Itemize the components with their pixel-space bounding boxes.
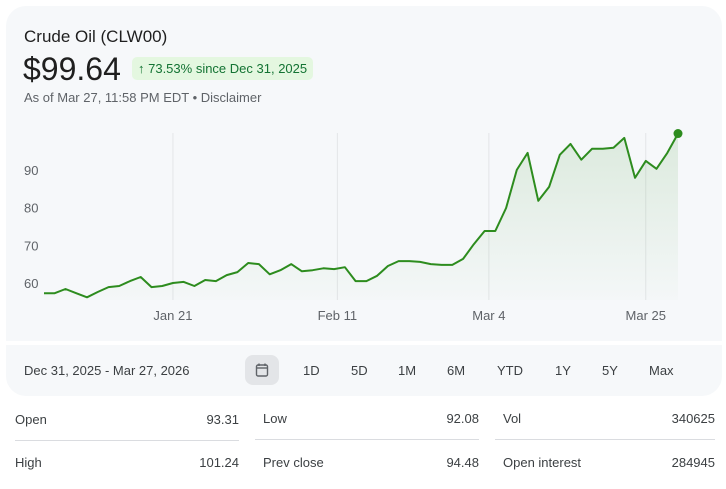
period-1m[interactable]: 1M [398, 363, 417, 378]
stat-open: Open 93.31 [15, 398, 239, 441]
x-tick-label: Feb 11 [318, 308, 358, 323]
price-area [44, 133, 678, 300]
stat-prev-close: Prev close 94.48 [255, 441, 479, 483]
period-1y[interactable]: 1Y [555, 363, 571, 378]
stat-value: 93.31 [206, 411, 239, 427]
x-tick-label: Jan 21 [153, 308, 192, 323]
period-ytd[interactable]: YTD [497, 363, 523, 378]
stat-low: Low 92.08 [255, 398, 479, 440]
period-5y[interactable]: 5Y [602, 363, 618, 378]
y-tick-label: 80 [24, 201, 38, 216]
period-5d[interactable]: 5D [351, 363, 368, 378]
price-line [44, 133, 679, 299]
stat-label: High [15, 454, 42, 470]
change-badge: ↑ 73.53% since Dec 31, 2025 [132, 57, 314, 80]
stat-value: 94.48 [446, 454, 479, 470]
stat-value: 284945 [671, 454, 715, 470]
stat-high: High 101.24 [15, 441, 239, 483]
stat-label: Vol [503, 411, 522, 426]
date-range-label: Dec 31, 2025 - Mar 27, 2026 [24, 363, 190, 378]
stat-label: Prev close [263, 454, 324, 470]
range-bar [6, 345, 722, 396]
y-tick-label: 90 [24, 163, 38, 178]
instrument-title: Crude Oil (CLW00) [24, 27, 168, 46]
as-of-timestamp[interactable]: As of Mar 27, 11:58 PM EDT • Disclaimer [24, 90, 262, 105]
x-tick-label: Mar 4 [472, 308, 505, 323]
stat-value: 101.24 [199, 454, 239, 470]
stat-label: Open interest [503, 454, 582, 470]
calendar-icon [255, 363, 269, 377]
stat-open-interest: Open interest 284945 [495, 441, 715, 483]
period-6m[interactable]: 6M [447, 363, 466, 378]
stat-value: 340625 [671, 411, 715, 426]
x-tick-label: Mar 25 [626, 308, 666, 323]
stat-label: Open [15, 411, 47, 427]
period-max[interactable]: Max [649, 363, 674, 378]
calendar-button[interactable] [245, 355, 279, 385]
y-tick-label: 60 [24, 276, 38, 291]
period-1d[interactable]: 1D [303, 363, 320, 378]
price-chart[interactable]: Jan 21 Feb 11 Mar 4 Mar 25 60 70 80 90 [0, 0, 726, 340]
stat-label: Low [263, 411, 287, 426]
stat-vol: Vol 340625 [495, 398, 715, 440]
current-price: $99.64 [23, 51, 121, 87]
stat-value: 92.08 [446, 411, 479, 426]
y-tick-label: 70 [24, 238, 38, 253]
last-price-marker [673, 129, 683, 139]
